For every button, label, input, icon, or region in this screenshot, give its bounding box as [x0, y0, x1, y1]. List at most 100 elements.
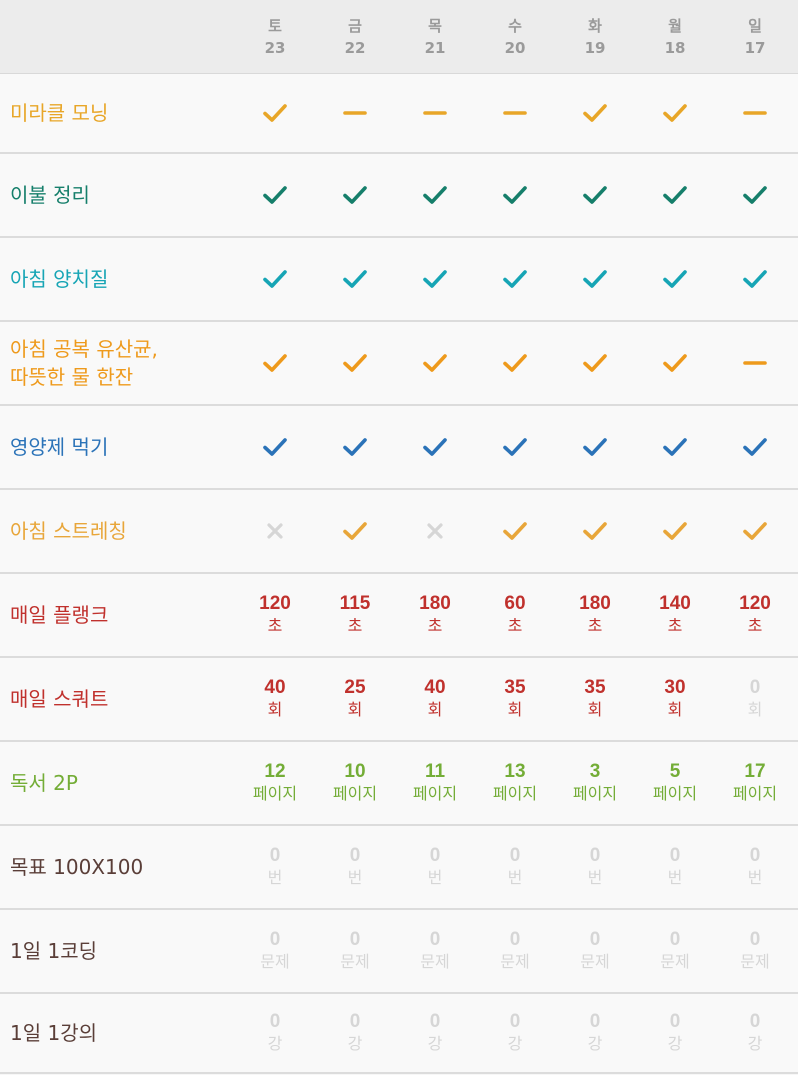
habit-row[interactable]: 1일 1강의 0 강 0 강 0 강 0 강 0 강 0 강 0 강 [0, 994, 798, 1074]
habit-day-cell[interactable]: 17 페이지 [715, 761, 795, 805]
habit-day-cell[interactable] [315, 517, 395, 545]
habit-day-cell[interactable] [315, 265, 395, 293]
habit-name[interactable]: 1일 1강의 [10, 1021, 98, 1045]
habit-row[interactable]: 독서 2P 12 페이지 10 페이지 11 페이지 13 페이지 3 페이지 5 페이지 17 페이지 [0, 742, 798, 826]
habit-name[interactable]: 매일 스쿼트 [10, 687, 109, 711]
habit-name[interactable]: 아침 공복 유산균, 따뜻한 물 한잔 [10, 337, 158, 389]
habit-name[interactable]: 아침 양치질 [10, 267, 109, 291]
habit-name[interactable]: 이불 정리 [10, 183, 90, 207]
habit-name[interactable]: 1일 1코딩 [10, 939, 98, 963]
habit-day-cell[interactable]: 40 회 [395, 677, 475, 721]
habit-day-cell[interactable]: 25 회 [315, 677, 395, 721]
habit-day-cell[interactable] [235, 99, 315, 127]
habit-name[interactable]: 목표 100X100 [10, 855, 144, 879]
habit-day-cell[interactable] [635, 349, 715, 377]
habit-day-cell[interactable] [315, 349, 395, 377]
habit-day-cell[interactable]: 115 초 [315, 593, 395, 637]
habit-day-cell[interactable]: 0 문제 [715, 929, 795, 973]
habit-row[interactable]: 매일 플랭크 120 초 115 초 180 초 60 초 180 초 140 초 120 초 [0, 574, 798, 658]
habit-row[interactable]: 영양제 먹기 [0, 406, 798, 490]
habit-day-cell[interactable] [635, 181, 715, 209]
habit-day-cell[interactable] [315, 433, 395, 461]
habit-day-cell[interactable]: 0 문제 [635, 929, 715, 973]
habit-row[interactable]: 미라클 모닝 [0, 74, 798, 154]
habit-day-cell[interactable] [635, 517, 715, 545]
habit-day-cell[interactable] [235, 517, 315, 545]
habit-row[interactable]: 매일 스쿼트 40 회 25 회 40 회 35 회 35 회 30 회 0 회 [0, 658, 798, 742]
habit-name[interactable]: 아침 스트레칭 [10, 519, 127, 543]
habit-day-cell[interactable] [235, 349, 315, 377]
habit-day-cell[interactable] [475, 349, 555, 377]
habit-row[interactable]: 아침 공복 유산균, 따뜻한 물 한잔 [0, 322, 798, 406]
habit-day-cell[interactable]: 11 페이지 [395, 761, 475, 805]
habit-day-cell[interactable] [635, 99, 715, 127]
habit-day-cell[interactable] [395, 349, 475, 377]
habit-day-cell[interactable]: 0 문제 [235, 929, 315, 973]
habit-name[interactable]: 미라클 모닝 [10, 101, 109, 125]
habit-day-cell[interactable] [395, 265, 475, 293]
habit-day-cell[interactable] [715, 349, 795, 377]
habit-day-cell[interactable] [555, 181, 635, 209]
habit-day-cell[interactable] [315, 181, 395, 209]
habit-day-cell[interactable]: 40 회 [235, 677, 315, 721]
habit-day-cell[interactable] [475, 99, 555, 127]
habit-day-cell[interactable]: 180 초 [555, 593, 635, 637]
habit-day-cell[interactable] [395, 99, 475, 127]
habit-day-cell[interactable] [235, 265, 315, 293]
habit-day-cell[interactable]: 0 문제 [395, 929, 475, 973]
habit-day-cell[interactable] [475, 517, 555, 545]
habit-day-cell[interactable]: 12 페이지 [235, 761, 315, 805]
habit-day-cell[interactable]: 13 페이지 [475, 761, 555, 805]
habit-day-cell[interactable]: 30 회 [635, 677, 715, 721]
habit-day-cell[interactable] [235, 433, 315, 461]
habit-day-cell[interactable] [395, 433, 475, 461]
habit-day-cell[interactable]: 35 회 [555, 677, 635, 721]
habit-day-cell[interactable] [715, 99, 795, 127]
habit-day-cell[interactable]: 3 페이지 [555, 761, 635, 805]
habit-row[interactable]: 1일 1코딩 0 문제 0 문제 0 문제 0 문제 0 문제 0 문제 0 문제 [0, 910, 798, 994]
habit-day-cell[interactable] [475, 433, 555, 461]
habit-day-cell[interactable]: 120 초 [235, 593, 315, 637]
habit-day-cell[interactable] [635, 433, 715, 461]
habit-name[interactable]: 매일 플랭크 [10, 603, 109, 627]
habit-row[interactable]: 아침 스트레칭 [0, 490, 798, 574]
habit-day-cell[interactable]: 180 초 [395, 593, 475, 637]
habit-day-cell[interactable]: 0 문제 [475, 929, 555, 973]
habit-day-cell[interactable] [555, 517, 635, 545]
habit-day-cell[interactable] [555, 433, 635, 461]
habit-day-cell[interactable] [555, 99, 635, 127]
habit-day-cell[interactable] [235, 181, 315, 209]
habit-name[interactable]: 영양제 먹기 [10, 435, 109, 459]
habit-day-cell[interactable]: 60 초 [475, 593, 555, 637]
habit-row[interactable]: 이불 정리 [0, 154, 798, 238]
habit-day-cell[interactable] [635, 265, 715, 293]
habit-day-cell[interactable] [715, 517, 795, 545]
habit-day-cell[interactable]: 140 초 [635, 593, 715, 637]
habit-day-cell[interactable]: 120 초 [715, 593, 795, 637]
habit-day-cell[interactable] [315, 99, 395, 127]
habit-day-cell[interactable] [395, 181, 475, 209]
habit-name[interactable]: 독서 2P [10, 771, 78, 795]
habit-day-cell[interactable] [475, 181, 555, 209]
habit-row[interactable]: 목표 100X100 0 번 0 번 0 번 0 번 0 번 0 번 0 번 [0, 826, 798, 910]
habit-day-cell[interactable] [555, 265, 635, 293]
habit-day-cell[interactable] [715, 265, 795, 293]
habit-day-cell[interactable] [475, 265, 555, 293]
habit-day-cell[interactable] [715, 181, 795, 209]
habit-day-cell[interactable]: 5 페이지 [635, 761, 715, 805]
